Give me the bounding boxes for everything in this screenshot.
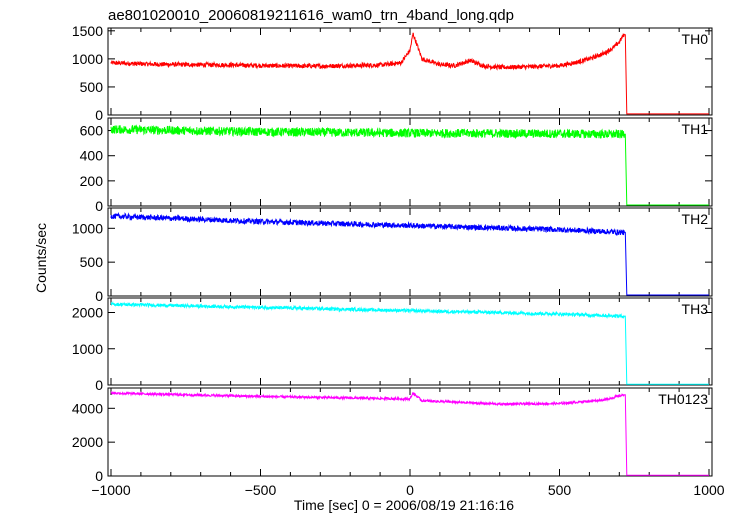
y-tick-label: 4000 — [72, 400, 103, 416]
x-tick-label: −1000 — [91, 482, 131, 498]
chart-title: ae801020010_20060819211616_wam0_trn_4ban… — [108, 7, 514, 24]
y-tick-label: 0 — [95, 198, 103, 214]
panel-label-th2: TH2 — [682, 211, 709, 227]
panel-th3: 0 1000 2000 TH3 — [72, 297, 713, 393]
y-tick-label: 1000 — [72, 220, 103, 236]
panel-th0123: 0 2000 4000 TH0123 — [72, 387, 713, 484]
y-tick-label: 200 — [80, 173, 104, 189]
panel-label-th3: TH3 — [682, 301, 709, 317]
y-tick-label: 500 — [80, 79, 104, 95]
y-tick-label: 0 — [95, 468, 103, 484]
y-tick-label: 1500 — [72, 23, 103, 39]
series-th2-line — [110, 211, 709, 296]
y-tick-label: 0 — [95, 377, 103, 393]
x-axis: −1000 −500 0 500 1000 — [91, 482, 724, 498]
y-tick-label: 0 — [95, 288, 103, 304]
series-th0123-line — [110, 390, 709, 476]
y-axis-label: Counts/sec — [33, 223, 49, 293]
panel-frame — [107, 27, 713, 116]
series-th3-line — [110, 300, 709, 385]
y-tick-label: 1000 — [72, 51, 103, 67]
y-tick-label: 2000 — [72, 305, 103, 321]
panel-th2: 0 500 1000 TH2 — [72, 207, 713, 304]
panel-frame — [107, 387, 713, 477]
panel-label-th0123: TH0123 — [658, 391, 708, 407]
x-tick-label: 1000 — [693, 482, 724, 498]
y-tick-label: 2000 — [72, 434, 103, 450]
x-tick-label: −500 — [245, 482, 277, 498]
series-th1-line — [110, 124, 709, 206]
y-tick-label: 1000 — [72, 341, 103, 357]
y-tick-label: 600 — [80, 123, 104, 139]
y-tick-label: 400 — [80, 148, 104, 164]
panel-frame — [107, 207, 713, 297]
panel-label-th1: TH1 — [682, 121, 709, 137]
y-tick-label: 500 — [80, 254, 104, 270]
panel-label-th0: TH0 — [682, 31, 709, 47]
x-axis-label: Time [sec] 0 = 2006/08/19 21:16:16 — [294, 497, 514, 513]
panel-th0: 0 500 1000 1500 TH0 — [72, 23, 713, 123]
y-tick-label: 0 — [95, 107, 103, 123]
x-tick-label: 500 — [548, 482, 572, 498]
x-tick-label: 0 — [406, 482, 414, 498]
series-th0-line — [110, 32, 709, 115]
panel-th1: 0 200 400 600 TH1 — [80, 117, 713, 214]
